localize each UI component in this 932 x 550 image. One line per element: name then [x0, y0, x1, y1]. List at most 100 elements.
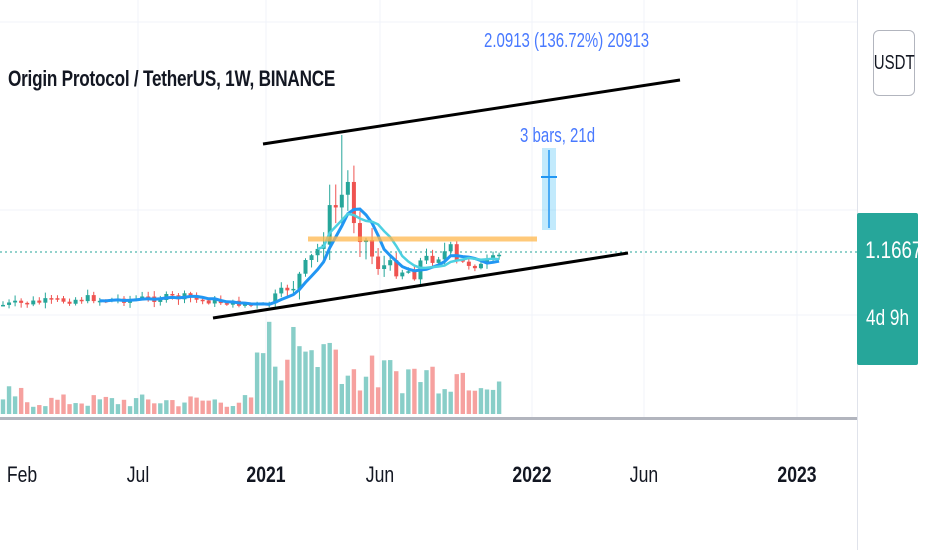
- candle-body: [188, 293, 193, 297]
- volume-bar: [478, 388, 484, 414]
- currency-label: USDT: [873, 51, 915, 74]
- volume-bar: [418, 382, 423, 414]
- candle-body: [37, 300, 42, 303]
- volume-bar: [309, 350, 314, 414]
- candle-body: [243, 304, 247, 306]
- volume-bar: [400, 393, 405, 414]
- candle-body: [460, 260, 465, 262]
- volume-bar: [412, 368, 417, 414]
- last-price: 1.1667: [865, 237, 923, 264]
- candle-body: [7, 302, 12, 305]
- volume-bar: [466, 390, 472, 414]
- chart-grid: [0, 0, 857, 417]
- candle-body: [339, 194, 344, 208]
- candle-body: [31, 300, 36, 305]
- candle-body: [279, 287, 284, 294]
- currency-button[interactable]: USDT: [873, 30, 915, 96]
- upper-trendline: [262, 78, 681, 146]
- volume-bar: [164, 400, 169, 414]
- candle-body: [73, 299, 78, 304]
- time-tick: Feb: [6, 462, 38, 487]
- candle-body: [13, 300, 18, 303]
- candle-body: [67, 301, 72, 304]
- time-tick: Jul: [126, 462, 150, 487]
- candle-body: [333, 205, 338, 208]
- volume-bar: [146, 399, 151, 414]
- volume-bar: [230, 406, 236, 414]
- candle-body: [497, 254, 502, 257]
- drawings: [212, 78, 681, 320]
- candle-body: [224, 303, 229, 305]
- candlesticks: [1, 135, 502, 309]
- candle-body: [485, 259, 489, 264]
- candle-body: [194, 296, 199, 300]
- volume-bar: [303, 351, 308, 414]
- candle-body: [442, 251, 447, 260]
- volume-bar: [97, 399, 102, 414]
- candle-body: [406, 271, 411, 273]
- candle-body: [61, 298, 66, 302]
- volume-bar: [182, 402, 187, 414]
- candle-body: [436, 259, 441, 263]
- candle-body: [351, 181, 356, 224]
- volume-bar: [388, 360, 393, 414]
- volume-bar: [454, 374, 459, 414]
- volume-bar: [430, 366, 435, 414]
- candle-body: [19, 300, 24, 303]
- candle-body: [140, 296, 145, 299]
- time-tick: 2022: [512, 462, 552, 487]
- candle-body: [345, 181, 350, 195]
- candle-body: [43, 298, 48, 303]
- volume-bar: [460, 372, 465, 414]
- candle-body: [430, 255, 435, 263]
- volume-bar: [242, 395, 248, 414]
- candle-body: [170, 293, 175, 296]
- volume-bar: [170, 400, 175, 414]
- volume-bar: [139, 394, 145, 414]
- candle-body: [79, 299, 84, 302]
- volume-bar: [260, 353, 266, 414]
- candle-body: [315, 248, 320, 256]
- candle-body: [291, 288, 296, 291]
- candle-body: [466, 261, 471, 266]
- candle-body: [1, 304, 5, 307]
- volume-bar: [394, 371, 399, 414]
- volume-bar: [61, 394, 66, 414]
- volume-bar: [188, 396, 193, 414]
- volume-bar: [37, 405, 42, 414]
- candle-body: [91, 295, 96, 302]
- volume-bar: [339, 383, 344, 414]
- time-tick: 2021: [246, 462, 286, 487]
- volume-bar: [315, 367, 320, 414]
- volume-bar: [103, 396, 109, 414]
- moving-average-line: [317, 212, 500, 270]
- candle-body: [454, 244, 459, 261]
- volume-bar: [218, 402, 223, 414]
- candle-body: [357, 223, 362, 243]
- time-tick: Jun: [629, 462, 659, 487]
- volume-bar: [484, 389, 490, 414]
- volume-bar: [490, 389, 496, 414]
- volume-bar: [0, 399, 6, 414]
- candle-body: [200, 299, 205, 302]
- volume-bar: [375, 387, 381, 414]
- volume-bar: [212, 399, 217, 414]
- volume-bar: [236, 402, 242, 414]
- volume-bar: [43, 406, 48, 414]
- chart-title: Origin Protocol / TetherUS, 1W, BINANCE: [8, 66, 336, 91]
- volume-bar: [273, 366, 278, 414]
- candle-body: [424, 255, 429, 261]
- volume-bar: [67, 404, 72, 414]
- volume-bar: [436, 393, 441, 414]
- bar-countdown: 4d 9h: [866, 305, 909, 330]
- volume-bar: [55, 399, 60, 414]
- volume-bar: [297, 346, 302, 414]
- candle-body: [273, 293, 278, 304]
- volume-bar: [448, 391, 453, 414]
- volume-bar: [18, 387, 24, 414]
- time-axis[interactable]: Feb Jul 2021 Jun 2022 Jun 2023: [0, 420, 857, 550]
- moving-average-line: [99, 207, 500, 306]
- volume-bar: [200, 400, 205, 414]
- volume-bar: [279, 380, 284, 414]
